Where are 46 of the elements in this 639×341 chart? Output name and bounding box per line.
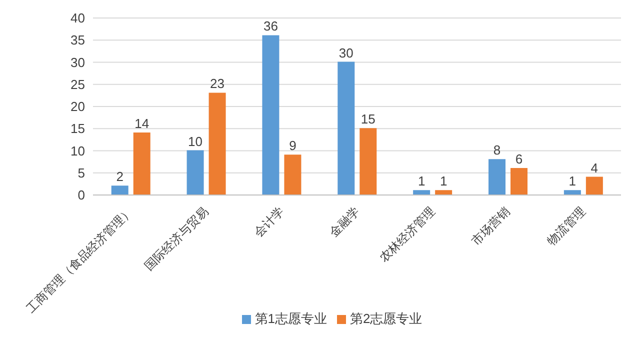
x-tick-label: 国际经济与贸易 [142, 204, 212, 274]
data-label: 10 [188, 134, 203, 149]
bar [208, 92, 226, 195]
data-label: 15 [360, 112, 376, 127]
y-tick-label: 40 [70, 10, 85, 26]
y-tick-label: 10 [70, 143, 85, 158]
data-label: 36 [263, 18, 278, 34]
data-label: 4 [590, 160, 598, 176]
y-tick-label: 0 [78, 188, 85, 203]
y-tick-label: 15 [70, 121, 85, 136]
data-label: 14 [134, 116, 150, 132]
y-tick-label: 20 [70, 99, 85, 114]
data-label: 6 [515, 151, 523, 166]
bar [133, 132, 150, 195]
bar [488, 159, 506, 195]
bar [284, 154, 302, 195]
legend-label: 第2志愿专业 [350, 311, 422, 326]
x-tick-label: 金融学 [326, 204, 362, 240]
bar [111, 186, 128, 195]
bar [360, 128, 377, 195]
bar [413, 190, 430, 195]
data-label: 30 [338, 45, 354, 60]
x-tick-label: 会计学 [251, 204, 287, 240]
data-label: 9 [289, 138, 296, 154]
y-tick-label: 30 [70, 54, 85, 70]
bar [586, 176, 603, 195]
data-label: 1 [418, 174, 426, 189]
bar [435, 190, 452, 195]
bar [510, 168, 528, 195]
y-tick-label: 25 [70, 76, 85, 92]
y-tick-label: 5 [78, 165, 85, 180]
x-tick-label: 市场营销 [468, 204, 513, 248]
x-tick-label: 农林经济管理 [376, 204, 438, 265]
data-label: 2 [116, 169, 124, 184]
x-tick-label: 工商管理（食品经济管理） [24, 204, 136, 316]
bar [338, 62, 355, 195]
bar [186, 150, 204, 195]
data-label: 23 [210, 76, 225, 92]
data-label: 8 [493, 142, 501, 158]
y-tick-label: 35 [70, 32, 85, 48]
data-label: 1 [440, 174, 448, 189]
legend-label: 第1志愿专业 [254, 311, 327, 326]
x-tick-label: 物流管理 [544, 204, 588, 248]
data-label: 1 [568, 174, 576, 189]
bar [262, 35, 280, 195]
bar [564, 190, 581, 195]
